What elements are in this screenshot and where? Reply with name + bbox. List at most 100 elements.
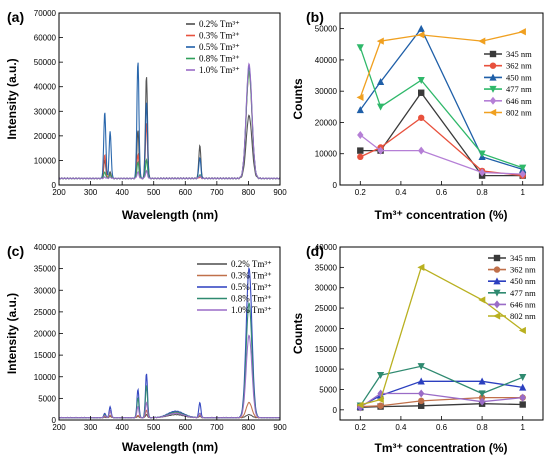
legend: 0.2% Tm³⁺ 0.3% Tm³⁺0.5% Tm³⁺ 0.8% Tm³⁺1.0%… [186, 19, 240, 75]
legend-marker [489, 73, 497, 81]
data-point [356, 106, 364, 114]
series-line-2 [58, 62, 281, 180]
legend: 0.2% Tm³⁺ 0.3% Tm³⁺0.5% Tm³⁺ 0.8% Tm³⁺1.0%… [197, 259, 272, 315]
legend-label-4: 646 nm [510, 299, 536, 309]
x-tick-label: 600 [179, 188, 193, 197]
x-tick-label: 0.2 [355, 188, 367, 197]
data-point [356, 401, 364, 409]
data-point [519, 164, 527, 172]
data-point [376, 396, 384, 404]
data-point [518, 28, 526, 36]
data-point [417, 377, 425, 385]
legend-label-5: 802 nm [506, 108, 532, 118]
plot-area [356, 24, 527, 179]
x-tick-label: 800 [242, 188, 256, 197]
y-tick-label: 0 [333, 406, 338, 415]
legend-label-3: 477 nm [506, 84, 532, 94]
y-tick-label: 40000 [34, 83, 57, 92]
y-tick-label: 25000 [315, 304, 338, 313]
y-tick-label: 10000 [34, 156, 57, 165]
legend-marker [489, 96, 497, 105]
legend-label-0: 345 nm [506, 49, 532, 59]
series-line-4 [58, 334, 280, 419]
data-point [417, 263, 425, 271]
y-tick-label: 0 [333, 181, 338, 190]
y-tick-label: 30000 [34, 107, 57, 116]
x-tick-label: 0.4 [395, 423, 407, 432]
data-point [377, 146, 384, 155]
y-tick-label: 35000 [34, 265, 57, 274]
x-tick-label: 400 [115, 188, 129, 197]
y-tick-label: 20000 [34, 330, 57, 339]
x-tick-label: 900 [273, 188, 287, 197]
x-tick-label: 0.2 [355, 423, 367, 432]
legend-label-4: 1.0% Tm³⁺ [231, 305, 272, 315]
panel-c: (c) 200 300 400 500 600 700 800 900 0 5000 10000 150… [5, 243, 287, 454]
data-point [478, 150, 486, 158]
legend-label-0: 0.2% Tm³⁺ [199, 19, 240, 29]
x-tick-label: 800 [242, 423, 256, 432]
legend-marker [489, 50, 497, 58]
data-point [518, 326, 526, 335]
data-point [417, 77, 425, 85]
data-point [417, 31, 425, 39]
y-tick-label: 0 [52, 181, 57, 190]
x-tick-label: 1 [520, 423, 525, 432]
y-tick-label: 30000 [34, 286, 57, 295]
legend-label-5: 802 nm [510, 311, 536, 321]
legend-label-2: 0.5% Tm³⁺ [199, 42, 240, 52]
data-point [418, 114, 425, 121]
x-axis-label: Wavelength (nm) [122, 440, 218, 454]
legend-marker [489, 62, 497, 69]
series-line-1 [58, 69, 281, 180]
y-tick-label: 10000 [315, 150, 338, 159]
data-point [519, 393, 526, 402]
y-tick-label: 25000 [34, 308, 57, 317]
data-point [377, 402, 384, 409]
x-axis-label: Wavelength (nm) [122, 208, 218, 222]
data-point [418, 89, 425, 96]
y-tick-label: 50000 [34, 58, 57, 67]
data-point [356, 93, 364, 102]
x-tick-label: 700 [210, 188, 224, 197]
series-line-2 [359, 27, 523, 171]
data-point [418, 402, 425, 409]
data-point [478, 390, 486, 398]
legend-label-1: 362 nm [510, 265, 536, 275]
y-tick-label: 40000 [34, 243, 57, 252]
y-tick-label: 10000 [315, 365, 338, 374]
data-point [478, 37, 486, 45]
y-tick-label: 40000 [315, 243, 338, 252]
legend-label-2: 0.5% Tm³⁺ [231, 282, 272, 292]
data-point [357, 147, 364, 154]
legend-marker [493, 254, 501, 262]
series-line-4 [58, 62, 281, 180]
y-tick-label: 50000 [315, 25, 338, 34]
legend-label-1: 0.3% Tm³⁺ [231, 271, 272, 281]
legend-marker [493, 277, 501, 285]
x-tick-label: 0.6 [436, 423, 448, 432]
y-tick-label: 30000 [315, 87, 338, 96]
y-axis-label: Intensity (a.u.) [5, 293, 19, 374]
legend-label-1: 362 nm [506, 61, 532, 71]
legend-label-3: 0.8% Tm³⁺ [231, 294, 272, 304]
y-tick-label: 20000 [315, 324, 338, 333]
y-tick-label: 30000 [315, 284, 338, 293]
legend-label-3: 477 nm [510, 288, 536, 298]
data-point [418, 389, 425, 398]
data-point [377, 372, 385, 380]
x-tick-label: 700 [210, 423, 224, 432]
legend-label-4: 646 nm [506, 96, 532, 106]
x-tick-label: 1 [520, 188, 525, 197]
x-tick-label: 600 [179, 423, 193, 432]
series-line-1 [360, 116, 523, 177]
data-point [357, 130, 364, 139]
panel-label: (b) [306, 9, 324, 25]
x-tick-label: 900 [273, 423, 287, 432]
plot-area [58, 62, 281, 180]
data-point [519, 383, 527, 391]
y-tick-label: 5000 [319, 385, 337, 394]
y-tick-label: 10000 [34, 373, 57, 382]
y-tick-label: 15000 [34, 351, 57, 360]
